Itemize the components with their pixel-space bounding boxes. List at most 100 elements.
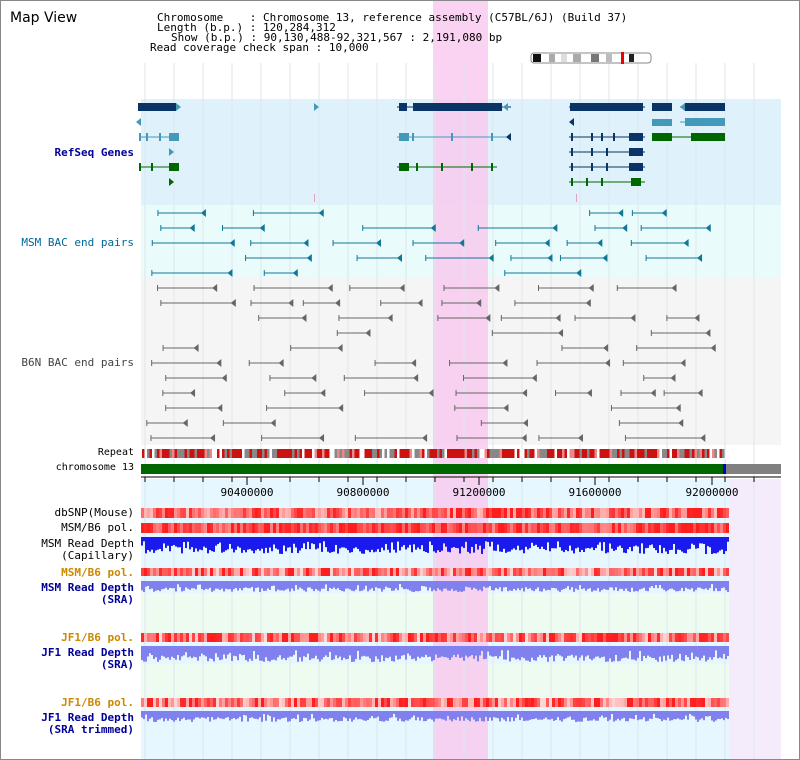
- track-label-b6n-bac[interactable]: B6N BAC end pairs: [21, 356, 134, 369]
- track-label-msm-bac[interactable]: MSM BAC end pairs: [21, 236, 134, 249]
- jf1-pol-heat-cell: [348, 633, 351, 642]
- msm-capillary-depth-bar: [349, 537, 351, 553]
- repeat-element: [607, 449, 610, 458]
- jf1-pol2-heat-cell: [252, 698, 255, 707]
- msm-sra-depth-bar: [451, 581, 453, 589]
- jf1-sra-depth-bar: [415, 646, 417, 661]
- track-label-msm-b6-pol: MSM/B6 pol.: [61, 521, 134, 534]
- repeat-element: [324, 449, 327, 458]
- jf1-trimmed-depth-bar: [371, 711, 373, 717]
- msm-sra-depth-bar: [419, 581, 421, 591]
- jf1-sra-depth-bar: [349, 646, 351, 656]
- repeat-element: [319, 449, 322, 458]
- jf1-sra-depth-bar: [429, 646, 431, 657]
- jf1-trimmed-depth-bar: [413, 711, 415, 716]
- jf1-sra-depth-bar: [181, 646, 183, 657]
- msm-capillary-depth-bar: [249, 537, 251, 550]
- jf1-trimmed-depth-bar: [161, 711, 163, 718]
- msm-pol2-heat-cell: [255, 568, 258, 576]
- marker: [314, 194, 315, 202]
- jf1-trimmed-depth-bar: [197, 711, 199, 718]
- jf1-pol-heat-cell: [438, 633, 441, 642]
- jf1-trimmed-depth-bar: [579, 711, 581, 722]
- msm-sra-depth-bar: [341, 581, 343, 591]
- jf1-sra-depth-bar: [519, 646, 521, 661]
- track-label-jf1-b6-pol-2: JF1/B6 pol.: [61, 696, 134, 709]
- msm-capillary-depth-bar: [259, 537, 261, 551]
- msm-capillary-depth-bar: [539, 537, 541, 549]
- jf1-sra-depth-bar: [403, 646, 405, 655]
- pair-end-arrow: [700, 434, 706, 442]
- pair-end-arrow: [694, 314, 700, 322]
- msm-capillary-depth-bar: [401, 537, 403, 547]
- jf1-sra-depth-bar: [615, 646, 617, 655]
- msm-pol-heat-cell: [588, 523, 591, 533]
- msm-sra-depth-bar: [697, 581, 699, 588]
- dbsnp-heat-cell: [279, 508, 282, 518]
- jf1-sra-depth-bar: [255, 646, 257, 659]
- jf1-sra-depth-bar: [205, 646, 207, 657]
- msm-pol-heat-cell: [438, 523, 441, 533]
- msm-capillary-depth-bar: [569, 537, 571, 546]
- pair-end-arrow: [705, 329, 711, 337]
- msm-sra-depth-bar: [687, 581, 689, 589]
- repeat-element: [592, 449, 595, 458]
- msm-capillary-depth-bar: [605, 537, 607, 554]
- msm-capillary-depth-bar: [231, 537, 233, 549]
- msm-sra-depth-bar: [329, 581, 331, 588]
- ideogram-position-marker: [621, 52, 624, 64]
- msm-pol2-heat-cell: [402, 568, 405, 576]
- track-label-refseq[interactable]: RefSeq Genes: [54, 146, 134, 159]
- jf1-trimmed-depth-bar: [357, 711, 359, 720]
- dbsnp-heat-cell: [417, 508, 420, 518]
- jf1-pol-heat-cell: [429, 633, 432, 642]
- msm-sra-depth-bar: [583, 581, 585, 589]
- jf1-pol-heat-cell: [279, 633, 282, 642]
- jf1-trimmed-depth-bar: [541, 711, 543, 720]
- msm-sra-depth-bar: [193, 581, 195, 589]
- msm-pol2-heat-cell: [585, 568, 588, 576]
- jf1-pol-heat-cell: [342, 633, 345, 642]
- msm-sra-depth-bar: [509, 581, 511, 591]
- msm-pol-heat-cell: [651, 523, 654, 533]
- jf1-trimmed-depth-bar: [249, 711, 251, 718]
- msm-sra-depth-bar: [383, 581, 385, 590]
- msm-sra-depth-bar: [331, 581, 333, 589]
- msm-pol2-heat-cell: [522, 568, 525, 576]
- msm-pol-heat-cell: [402, 523, 405, 533]
- jf1-trimmed-depth-bar: [477, 711, 479, 722]
- length-info: Length (b.p.) : 120,284,312: [157, 21, 336, 34]
- msm-pol-heat-cell: [576, 523, 579, 533]
- jf1-pol2-heat-cell: [639, 698, 642, 707]
- dbsnp-heat-cell: [552, 508, 555, 518]
- jf1-pol-heat-cell: [363, 633, 366, 642]
- jf1-sra-depth-bar: [641, 646, 643, 661]
- jf1-sra-depth-bar: [539, 646, 541, 656]
- msm-capillary-depth-bar: [455, 537, 457, 548]
- msm-sra-depth-bar: [327, 581, 329, 592]
- msm-sra-depth-bar: [343, 581, 345, 592]
- msm-sra-depth-bar: [709, 581, 711, 589]
- msm-sra-depth-bar: [519, 581, 521, 591]
- msm-capillary-depth-bar: [355, 537, 357, 548]
- jf1-pol-heat-cell: [195, 633, 198, 642]
- msm-sra-depth-bar: [285, 581, 287, 590]
- jf1-trimmed-depth-bar: [611, 711, 613, 715]
- jf1-pol-heat-cell: [270, 633, 273, 642]
- dbsnp-heat-cell: [237, 508, 240, 518]
- jf1-sra-depth-bar: [495, 646, 497, 657]
- msm-sra-depth-bar: [615, 581, 617, 588]
- msm-pol-heat-cell: [594, 523, 597, 533]
- pair-end-arrow: [476, 299, 482, 307]
- jf1-pol-heat-cell: [687, 633, 690, 642]
- jf1-pol-heat-cell: [189, 633, 192, 642]
- jf1-pol-heat-cell: [420, 633, 423, 642]
- msm-sra-depth-bar: [449, 581, 451, 591]
- jf1-pol-heat-cell: [561, 633, 564, 642]
- dbsnp-heat-cell: [573, 508, 576, 518]
- jf1-sra-depth-bar: [141, 646, 143, 661]
- dbsnp-heat-cell: [480, 508, 483, 518]
- msm-pol-heat-cell: [597, 523, 600, 533]
- msm-pol2-heat-cell: [420, 568, 423, 576]
